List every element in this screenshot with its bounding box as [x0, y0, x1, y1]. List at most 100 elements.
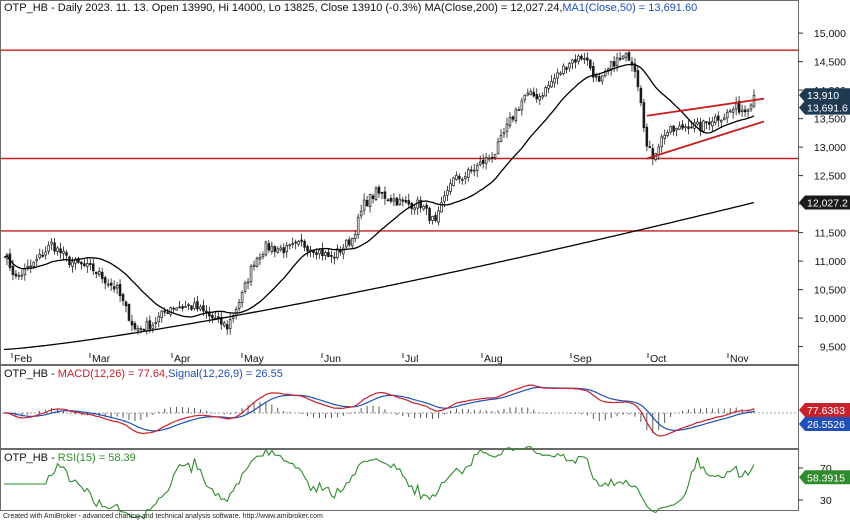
candle-body [669, 126, 672, 133]
candle-body [502, 132, 506, 135]
candle-body [178, 306, 181, 309]
candle-body [520, 100, 524, 111]
candle-body [53, 242, 56, 252]
price-tag-text: 13,910 [807, 90, 839, 102]
rsi-pane-title: OTP_HB - RSI(15) = 58.39 [4, 452, 136, 464]
candle-body [722, 117, 726, 120]
candle-body [464, 176, 467, 179]
candle-body [29, 265, 33, 268]
candle-body [728, 110, 732, 113]
candle-body [321, 248, 324, 257]
candle-body [392, 198, 396, 202]
candle-body [211, 315, 214, 319]
price-tick-label: 10,000 [814, 313, 846, 325]
candle-body [365, 199, 369, 207]
macd-title-prefix: OTP_HB - [4, 368, 58, 380]
price-tag-text: 12,027.2 [807, 198, 848, 210]
candle-body [276, 248, 280, 253]
candle-body [103, 277, 107, 284]
candle-body [71, 261, 74, 267]
candle-body [675, 127, 678, 131]
candle-body [193, 302, 196, 309]
month-label: Aug [484, 353, 503, 365]
candle-body [217, 316, 220, 319]
candle-body [222, 322, 226, 327]
candle-body [136, 328, 140, 331]
price-tick-label: 13,000 [814, 142, 846, 154]
candle-body [615, 57, 619, 66]
candle-body [577, 55, 580, 62]
candle-body [190, 305, 193, 310]
candle-body [47, 244, 50, 252]
candle-body [160, 310, 164, 318]
candle-body [115, 285, 119, 289]
candle-body [377, 186, 381, 194]
candle-body [386, 199, 390, 202]
candle-body [749, 104, 753, 110]
candle-body [586, 57, 589, 61]
candle-body [17, 275, 21, 277]
candle-body [246, 281, 250, 284]
candle-body [300, 239, 303, 242]
candle-body [487, 157, 491, 160]
candle-body [636, 70, 640, 88]
candle-body [38, 253, 41, 259]
candle-body [553, 78, 556, 84]
candle-body [154, 322, 158, 324]
price-tag-bg [799, 100, 850, 115]
price-tick-label: 11,000 [815, 256, 846, 268]
candle-body [526, 92, 530, 96]
candle-body [145, 321, 149, 332]
candle-body [559, 72, 562, 75]
candle-body [690, 126, 693, 129]
candle-body [407, 200, 411, 205]
candle-body [83, 263, 86, 267]
macd-series [2, 384, 798, 437]
rsi-value-tags: 58.3915 [799, 470, 850, 485]
candle-body [737, 100, 741, 113]
candle-body [493, 154, 497, 158]
candle-body [202, 305, 205, 312]
candle-body [416, 199, 419, 209]
month-label: Jun [324, 353, 341, 365]
ma200-label: MA(Close,200) = 12,027.24, [425, 2, 563, 14]
ma50-label: MA1(Close,50) = 13,691.60 [562, 2, 697, 14]
candle-body [684, 126, 687, 129]
candle-body [455, 174, 458, 180]
signal-tag-bg [799, 417, 850, 431]
candle-body [291, 243, 294, 245]
candle-body [151, 324, 155, 329]
candle-body [249, 266, 253, 283]
candle-body [169, 307, 172, 315]
price-tick-label: 15,000 [814, 28, 846, 40]
candle-body [130, 320, 134, 326]
candle-body [511, 116, 515, 120]
candle-body [565, 67, 568, 70]
candle-body [633, 63, 637, 72]
candle-body [297, 240, 300, 245]
candle-body [264, 241, 268, 256]
candle-body [184, 306, 187, 308]
candle-body [336, 248, 339, 259]
candle-body [696, 121, 699, 125]
candle-body [496, 141, 500, 155]
macd-value-tags: 77.6363 26.5526 [799, 403, 850, 431]
candle-body [505, 123, 509, 132]
candle-body [342, 247, 345, 255]
candle-body [243, 282, 247, 292]
price-tick-label: 9,500 [820, 342, 846, 354]
candle-body [11, 265, 15, 275]
candle-body [717, 115, 720, 121]
candle-body [743, 109, 747, 113]
candle-body [431, 215, 434, 221]
moving-averages [3, 63, 755, 351]
candle-body [437, 210, 440, 223]
candle-body [404, 200, 408, 203]
candle-body [517, 109, 521, 111]
candle-body [443, 195, 446, 202]
candle-body [624, 52, 628, 58]
candle-body [600, 75, 604, 82]
candle-body [550, 81, 553, 88]
price-title-prefix: OTP_HB - Daily 2023. 11. 13. Open 13990,… [4, 2, 425, 14]
